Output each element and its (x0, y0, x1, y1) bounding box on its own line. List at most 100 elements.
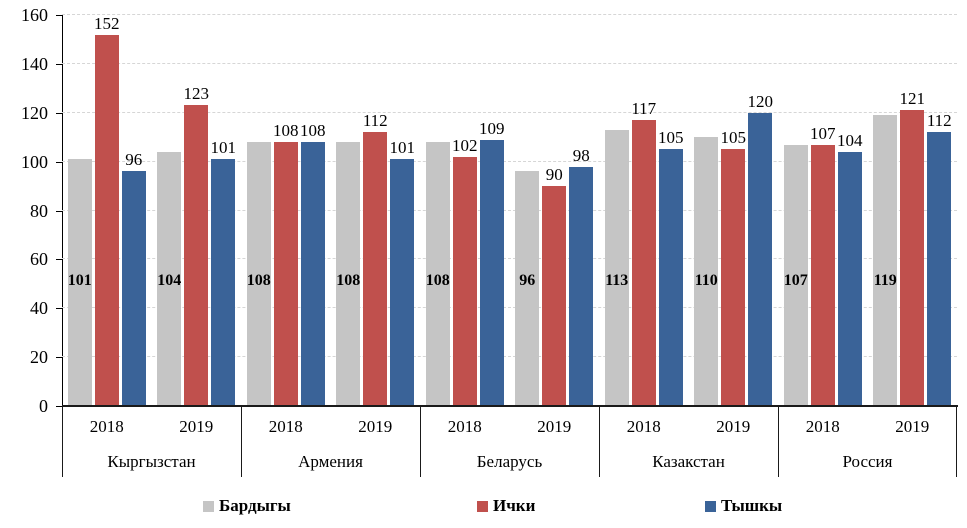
legend-label: Ички (493, 496, 536, 515)
category-divider (241, 407, 242, 477)
y-axis-tick-label: 80 (30, 200, 48, 221)
legend: Бардыгы Ички Тышкы (0, 494, 967, 524)
bar-Тышкы (211, 159, 236, 406)
country-label: Россия (842, 452, 893, 471)
year-label: 2019 (716, 417, 751, 436)
bar-Бардыгы (157, 151, 182, 406)
bar-value-label: 108 (300, 121, 326, 141)
y-axis-tick-label: 0 (39, 396, 48, 416)
bar-Бардыгы (604, 129, 629, 406)
country-label: Кыргызстан (107, 452, 196, 471)
bar-value-label: 117 (631, 99, 657, 119)
y-axis-tick-mark (56, 161, 62, 163)
bar-Ички (542, 186, 567, 406)
bar-Ички (273, 142, 298, 406)
bar-value-label: 123 (183, 84, 210, 104)
bar-Тышкы (569, 166, 594, 406)
year-label: 2019 (537, 417, 572, 436)
y-axis-tick-mark (56, 259, 62, 261)
bar-value-label: 112 (926, 111, 952, 131)
category-axis: 2018 2019 Кыргызстан 2018 2019 Армения 2018 201… (62, 407, 958, 477)
bar-Бардыгы (425, 142, 450, 406)
bar-value-label: 98 (572, 145, 590, 165)
gridline (62, 258, 957, 260)
gridline (62, 160, 957, 162)
bar-value-label: 102 (452, 135, 478, 155)
bar-value-label: 108 (425, 272, 450, 289)
y-axis-tick-label: 120 (21, 102, 48, 123)
y-axis-tick-label: 100 (21, 151, 48, 172)
year-label: 2019 (895, 417, 930, 436)
y-axis-tick-label: 40 (30, 298, 48, 319)
y-axis-tick-mark (56, 357, 62, 359)
country-label: Армения (298, 452, 363, 471)
category-divider (62, 407, 63, 477)
y-axis-tick-label: 140 (21, 53, 48, 74)
bar-value-label: 104 (157, 272, 182, 289)
legend-label: Бардыгы (219, 496, 291, 515)
bar-Ички (363, 132, 388, 406)
category-divider (420, 407, 421, 477)
y-axis-tick-mark (56, 308, 62, 310)
bar-value-label: 108 (273, 121, 299, 141)
bar-Тышкы (300, 142, 325, 406)
y-axis-tick-label: 160 (21, 5, 48, 25)
legend-item-Бардыгы: Бардыгы (203, 494, 291, 518)
x-axis-line (62, 405, 958, 407)
bar-Тышкы (658, 149, 683, 406)
gridline (62, 62, 957, 64)
country-label: Казакстан (652, 452, 725, 471)
gridline (62, 307, 957, 309)
bar-Ички (452, 156, 477, 406)
bar-value-label: 108 (336, 272, 361, 289)
bar-Тышкы (927, 132, 952, 406)
category-divider (956, 407, 957, 477)
bar-value-label: 108 (246, 272, 271, 289)
category-divider (599, 407, 600, 477)
y-axis-line (62, 15, 63, 407)
bar-Бардыгы (873, 115, 898, 406)
category-divider (778, 407, 779, 477)
y-axis-tick-label: 20 (30, 347, 48, 368)
bar-value-label: 104 (837, 130, 863, 150)
y-axis-tick-label: 60 (30, 249, 48, 270)
year-label: 2018 (805, 417, 840, 436)
year-label: 2018 (268, 417, 303, 436)
bar-value-label: 110 (694, 272, 718, 289)
country-label: Беларусь (476, 452, 543, 471)
bar-Бардыгы (694, 137, 719, 406)
y-axis-tick-mark (56, 63, 62, 65)
bar-value-label: 120 (747, 91, 774, 111)
bar-Ички (900, 110, 925, 406)
bar-value-label: 101 (389, 138, 416, 158)
bar-value-label: 96 (125, 150, 143, 170)
bar-Ички (94, 34, 119, 406)
legend-swatch-icon (203, 500, 214, 512)
bar-Бардыгы (783, 144, 808, 406)
y-axis-tick-mark (56, 15, 62, 16)
legend-swatch-icon (705, 500, 716, 512)
bar-Ички (184, 105, 209, 406)
bar-Бардыгы (246, 142, 271, 406)
legend-label: Тышкы (721, 496, 783, 515)
y-axis-tick-mark (56, 406, 62, 407)
legend-swatch-icon (477, 500, 488, 512)
bar-value-label: 109 (479, 118, 505, 138)
bar-value-label: 112 (362, 111, 388, 131)
bar-Ички (721, 149, 746, 406)
bar-value-label: 119 (873, 272, 897, 289)
bar-value-label: 121 (899, 89, 926, 109)
bar-value-label: 152 (94, 13, 120, 33)
plot-area: 101 152 96 104 123 101 108 108 108 108 112 101 108 10… (62, 13, 957, 406)
bar-Тышкы (479, 139, 504, 406)
bar-value-label: 107 (783, 272, 808, 289)
bar-value-label: 90 (545, 165, 563, 185)
bar-Тышкы (748, 112, 773, 406)
legend-item-Тышкы: Тышкы (705, 494, 782, 518)
y-axis-tick-mark (56, 210, 62, 212)
bar-value-label: 105 (658, 128, 684, 148)
bar-value-label: 96 (519, 272, 536, 289)
bar-value-label: 101 (67, 272, 92, 289)
year-label: 2018 (89, 417, 124, 436)
